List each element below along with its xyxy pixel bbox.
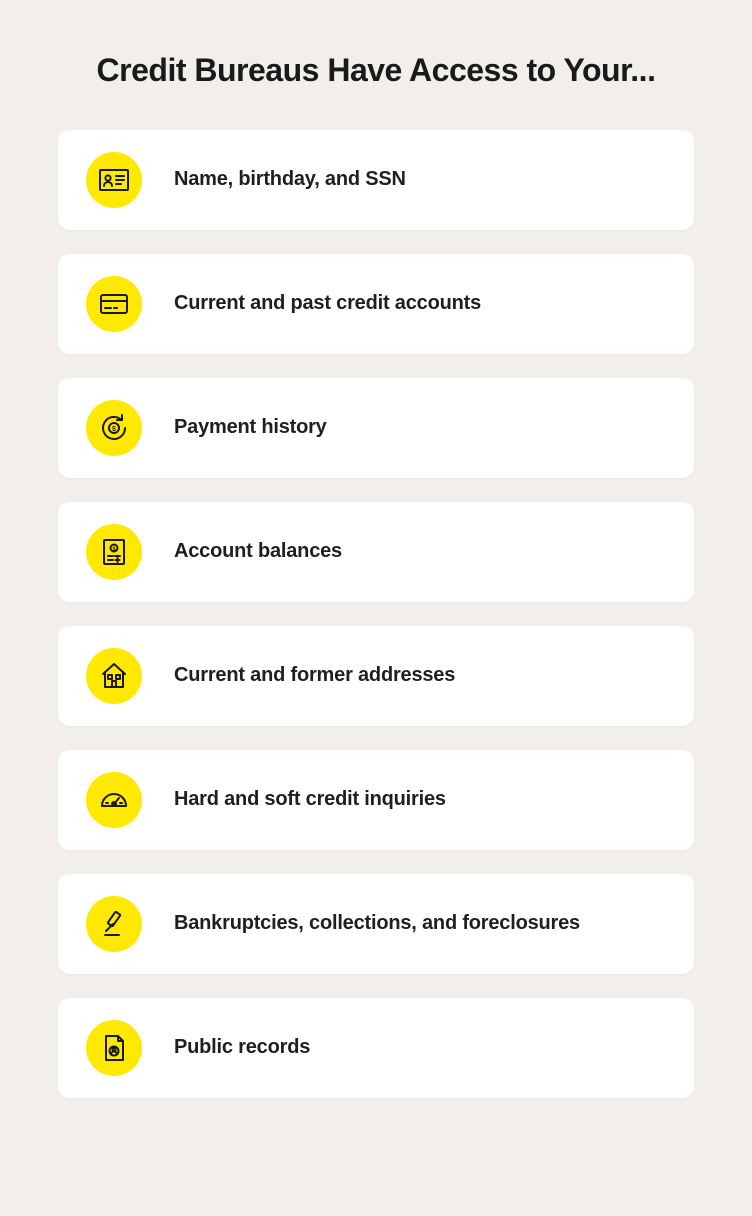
svg-text:$: $ (112, 426, 116, 433)
list-item-label: Account balances (174, 540, 342, 563)
list-item-label: Name, birthday, and SSN (174, 168, 406, 191)
svg-text:$: $ (112, 546, 115, 552)
house-icon (86, 648, 142, 704)
list-item-label: Current and past credit accounts (174, 292, 481, 315)
credit-card-icon (86, 276, 142, 332)
list-item: $ Account balances (58, 502, 694, 602)
refresh-dollar-icon: $ (86, 400, 142, 456)
list-item: Bankruptcies, collections, and foreclosu… (58, 874, 694, 974)
balance-sheet-icon: $ (86, 524, 142, 580)
public-record-icon (86, 1020, 142, 1076)
info-list: Name, birthday, and SSN Current and past… (58, 130, 694, 1098)
list-item-label: Current and former addresses (174, 664, 455, 687)
list-item-label: Payment history (174, 416, 327, 439)
page-title: Credit Bureaus Have Access to Your... (58, 50, 694, 92)
list-item-label: Public records (174, 1036, 310, 1059)
id-card-icon (86, 152, 142, 208)
list-item: Public records (58, 998, 694, 1098)
list-item: Current and former addresses (58, 626, 694, 726)
list-item-label: Bankruptcies, collections, and foreclosu… (174, 912, 580, 935)
list-item-label: Hard and soft credit inquiries (174, 788, 446, 811)
gauge-icon (86, 772, 142, 828)
list-item: Current and past credit accounts (58, 254, 694, 354)
list-item: Hard and soft credit inquiries (58, 750, 694, 850)
gavel-icon (86, 896, 142, 952)
list-item: $ Payment history (58, 378, 694, 478)
list-item: Name, birthday, and SSN (58, 130, 694, 230)
